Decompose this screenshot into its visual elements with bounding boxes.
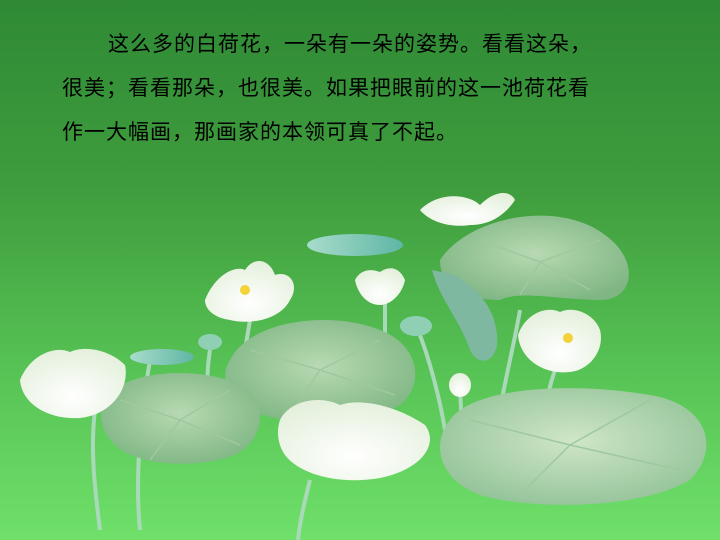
- leaf-bud: [400, 316, 432, 336]
- lotus-leaf-left: [101, 373, 261, 464]
- lotus-flower-right: [518, 309, 601, 373]
- leaf-bud: [198, 334, 222, 350]
- lotus-flower-bottom: [277, 400, 430, 481]
- floating-leaf: [307, 234, 403, 256]
- paragraph-line-3: 作一大幅画，那画家的本领可真了不起。: [62, 120, 458, 144]
- leaf-veins: [119, 239, 681, 496]
- lotus-leaf-curled: [432, 270, 498, 361]
- lotus-flower-top: [420, 193, 515, 226]
- lotus-flower-far-left: [20, 348, 126, 419]
- paragraph-line-2: 很美；看看那朵，也很美。如果把眼前的这一池荷花看: [62, 76, 590, 100]
- paragraph-line-1: 这么多的白荷花，一朵有一朵的姿势。看看这朵，: [108, 32, 592, 56]
- lotus-bud: [449, 373, 471, 397]
- lotus-flower-left-mid: [205, 260, 295, 322]
- lotus-flower-center: [355, 268, 405, 305]
- paragraph: 这么多的白荷花，一朵有一朵的姿势。看看这朵， 很美；看看那朵，也很美。如果把眼前…: [62, 22, 662, 154]
- floating-leaf: [130, 349, 194, 365]
- lotus-leaf-upper-right: [440, 215, 629, 300]
